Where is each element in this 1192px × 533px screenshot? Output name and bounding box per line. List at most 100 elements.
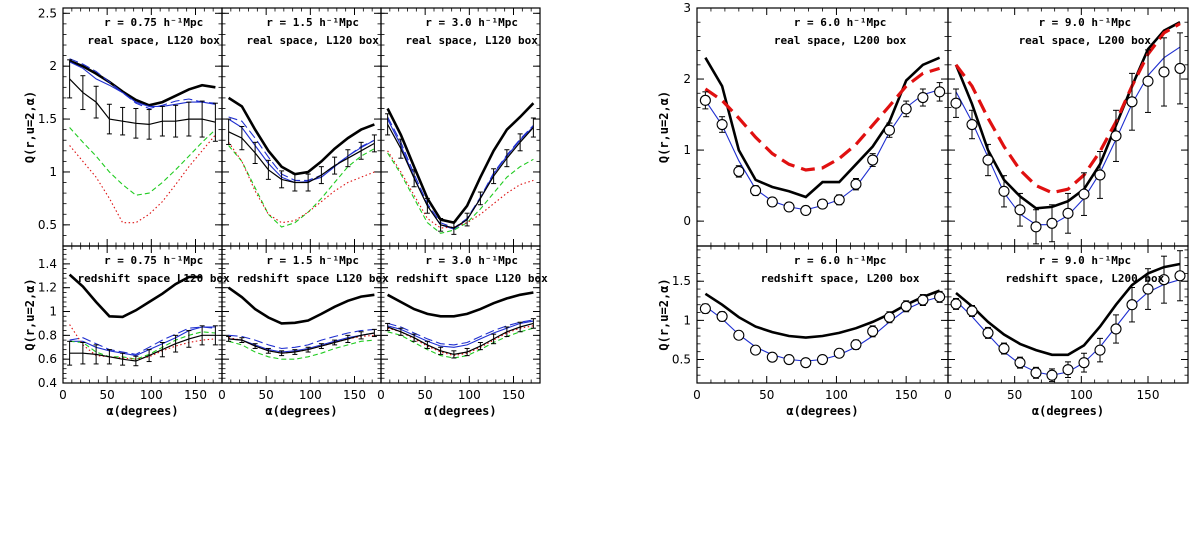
- panel-label-scale: r = 1.5 h⁻¹Mpc: [266, 16, 359, 29]
- data-point: [1126, 299, 1138, 311]
- series-group: [699, 56, 946, 217]
- panel-label-scale: r = 6.0 h⁻¹Mpc: [794, 16, 887, 29]
- y-tick-label: 1.2: [38, 281, 57, 295]
- series-line-thin-black-err: [69, 334, 216, 362]
- data-point: [816, 353, 829, 366]
- series-group: [950, 250, 1186, 382]
- series-line-thin-black-err: [387, 322, 534, 356]
- series-line-thick-black: [68, 273, 203, 319]
- data-point: [716, 310, 728, 323]
- panel-label-scale: r = 0.75 h⁻¹Mpc: [104, 254, 203, 267]
- x-tick-label: 50: [1007, 388, 1022, 402]
- series-line-thick-black: [386, 102, 535, 225]
- y-tick-label: 0.5: [672, 353, 691, 367]
- data-point: [750, 185, 762, 197]
- series-group: [385, 102, 536, 235]
- data-point: [716, 118, 728, 131]
- y-tick-label: 1: [49, 305, 57, 319]
- data-point: [1030, 367, 1042, 379]
- data-point: [783, 353, 795, 366]
- panel-0-0: [696, 7, 949, 247]
- series-group: [67, 273, 218, 367]
- series-line-thick-black: [386, 291, 534, 318]
- panel-0-0: [62, 7, 223, 247]
- data-point: [766, 351, 778, 363]
- series-line-blue-dash: [387, 116, 534, 229]
- y-axis-label: Q(r,u=2,α): [657, 278, 671, 350]
- series-line-green-dash: [69, 127, 216, 196]
- data-point: [950, 298, 962, 310]
- data-point: [883, 311, 895, 323]
- y-tick-label: 0.8: [38, 328, 57, 342]
- y-tick-label: 1.5: [672, 274, 691, 288]
- series-line-thick-black: [704, 289, 941, 339]
- x-tick-label: 0: [693, 388, 701, 402]
- panel-label-scale: r = 1.5 h⁻¹Mpc: [266, 254, 359, 267]
- series-line-blue-solid: [228, 332, 375, 353]
- y-axis-label: Q(r,u=2,α): [23, 91, 37, 163]
- y-tick-label: 1.4: [38, 257, 57, 271]
- data-point: [1142, 283, 1154, 295]
- panel-0-1: [947, 7, 1189, 247]
- x-tick-label: 50: [100, 388, 115, 402]
- x-tick-label: 150: [1137, 388, 1160, 402]
- data-point: [1030, 221, 1042, 233]
- x-tick-label: 150: [895, 388, 918, 402]
- data-point: [800, 204, 812, 217]
- data-point: [867, 154, 879, 166]
- series-line-thin-black-err: [228, 332, 375, 354]
- y-tick-label: 1: [683, 313, 691, 327]
- data-point: [966, 305, 978, 317]
- panel-label-space: redshift space L120 box: [77, 272, 230, 285]
- data-point: [699, 303, 711, 315]
- data-point: [867, 325, 879, 337]
- series-line-blue-dash: [387, 319, 534, 346]
- series-line-thick-black: [227, 96, 375, 176]
- data-point: [766, 196, 778, 208]
- data-point: [934, 291, 946, 303]
- series-line-green-dash: [387, 152, 534, 234]
- x-tick-label: 150: [502, 388, 525, 402]
- series-line-green-dash: [69, 331, 216, 360]
- data-point: [1174, 270, 1186, 282]
- panel-label-scale: r = 6.0 h⁻¹Mpc: [794, 254, 887, 267]
- panel-label-space: real space, L120 box: [87, 34, 220, 47]
- x-tick-label: 50: [759, 388, 774, 402]
- data-point: [1094, 169, 1106, 181]
- data-point: [900, 103, 912, 115]
- y-axis-label: Q(r,u=2,α): [23, 278, 37, 350]
- data-point: [1062, 364, 1074, 376]
- data-point: [1062, 207, 1074, 219]
- panel-label-space: redshift space L120 box: [395, 272, 548, 285]
- series-line-blue-dash: [228, 116, 375, 181]
- data-point: [850, 339, 862, 351]
- data-point: [733, 165, 745, 177]
- data-point: [1158, 274, 1170, 286]
- y-tick-label: 1: [683, 143, 691, 157]
- series-line-thin-black-err: [69, 78, 216, 126]
- data-point: [1174, 62, 1186, 74]
- data-point: [1110, 323, 1122, 335]
- series-line-blue-dash: [69, 58, 216, 110]
- panel-label-space: redshift space L120 box: [236, 272, 389, 285]
- series-line-red-dash-thick: [704, 66, 941, 172]
- series-group: [226, 96, 377, 228]
- data-point: [750, 344, 762, 356]
- series-line-thick-black: [955, 262, 1181, 357]
- panel-label-space: real space, L200 box: [1019, 34, 1152, 47]
- data-point: [1046, 217, 1058, 229]
- data-point: [1014, 204, 1026, 216]
- series-group: [385, 291, 536, 359]
- panel-label-space: real space, L120 box: [246, 34, 379, 47]
- data-point: [1094, 344, 1106, 356]
- x-tick-label: 150: [343, 388, 366, 402]
- series-group: [67, 58, 218, 224]
- series-line-red-dot: [69, 134, 216, 224]
- series-group: [699, 289, 946, 369]
- x-axis-label: α(degrees): [424, 404, 496, 418]
- x-tick-label: 50: [418, 388, 433, 402]
- panel-label-space: redshift space, L200 box: [1005, 272, 1164, 285]
- y-tick-label: 0.5: [38, 218, 57, 232]
- y-axis-label: Q(r,u=2,α): [657, 91, 671, 163]
